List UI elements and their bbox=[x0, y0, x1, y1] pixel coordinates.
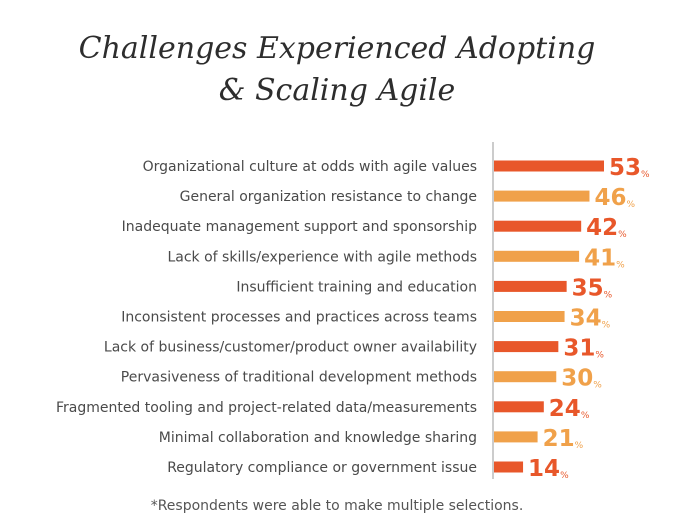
category-label: Lack of skills/experience with agile met… bbox=[167, 249, 477, 265]
bar bbox=[494, 311, 565, 322]
percent-sign: % bbox=[604, 290, 613, 300]
bar bbox=[494, 220, 582, 232]
value-label: 34% bbox=[570, 306, 611, 332]
value-label: 42% bbox=[586, 215, 627, 241]
value-label: 35% bbox=[572, 275, 613, 301]
percent-sign: % bbox=[593, 381, 602, 391]
category-label: Inadequate management support and sponso… bbox=[122, 219, 477, 235]
percent-sign: % bbox=[618, 230, 627, 240]
bar bbox=[494, 431, 538, 443]
percent-sign: % bbox=[575, 441, 584, 451]
bar bbox=[494, 341, 559, 353]
percent-sign: % bbox=[560, 471, 569, 481]
category-label: Regulatory compliance or government issu… bbox=[167, 460, 477, 476]
percent-sign: % bbox=[626, 200, 635, 210]
category-label: Minimal collaboration and knowledge shar… bbox=[159, 430, 477, 446]
percent-sign: % bbox=[595, 351, 604, 361]
category-label: Lack of business/customer/product owner … bbox=[104, 340, 477, 356]
value-label: 24% bbox=[549, 396, 590, 422]
category-label: Insufficient training and education bbox=[236, 279, 477, 295]
bar bbox=[494, 280, 567, 292]
bar bbox=[494, 401, 544, 413]
percent-sign: % bbox=[602, 321, 611, 331]
percent-sign: % bbox=[641, 170, 650, 180]
bar bbox=[494, 190, 590, 202]
bar bbox=[494, 371, 557, 383]
percent-sign: % bbox=[616, 260, 625, 270]
value-label: 46% bbox=[594, 185, 635, 211]
footnote: *Respondents were able to make multiple … bbox=[150, 498, 524, 514]
category-label: Pervasiveness of traditional development… bbox=[121, 370, 477, 386]
value-label: 14% bbox=[528, 456, 569, 482]
value-label: 31% bbox=[563, 336, 604, 362]
value-label: 21% bbox=[543, 426, 584, 452]
bar bbox=[494, 250, 580, 262]
value-label: 30% bbox=[561, 366, 602, 392]
chart-title-line-2: & Scaling Agile bbox=[218, 73, 456, 108]
category-label: General organization resistance to chang… bbox=[180, 189, 477, 205]
category-label: Fragmented tooling and project-related d… bbox=[56, 400, 477, 416]
percent-sign: % bbox=[581, 411, 590, 421]
value-label: 41% bbox=[584, 245, 625, 271]
category-label: Inconsistent processes and practices acr… bbox=[121, 310, 477, 326]
bar bbox=[494, 461, 524, 473]
category-label: Organizational culture at odds with agil… bbox=[143, 159, 477, 175]
value-label: 53% bbox=[609, 155, 650, 181]
chart-title: Challenges Experienced Adopting & Scalin… bbox=[0, 28, 674, 112]
bar bbox=[494, 160, 604, 172]
chart-title-line-1: Challenges Experienced Adopting bbox=[78, 31, 596, 66]
